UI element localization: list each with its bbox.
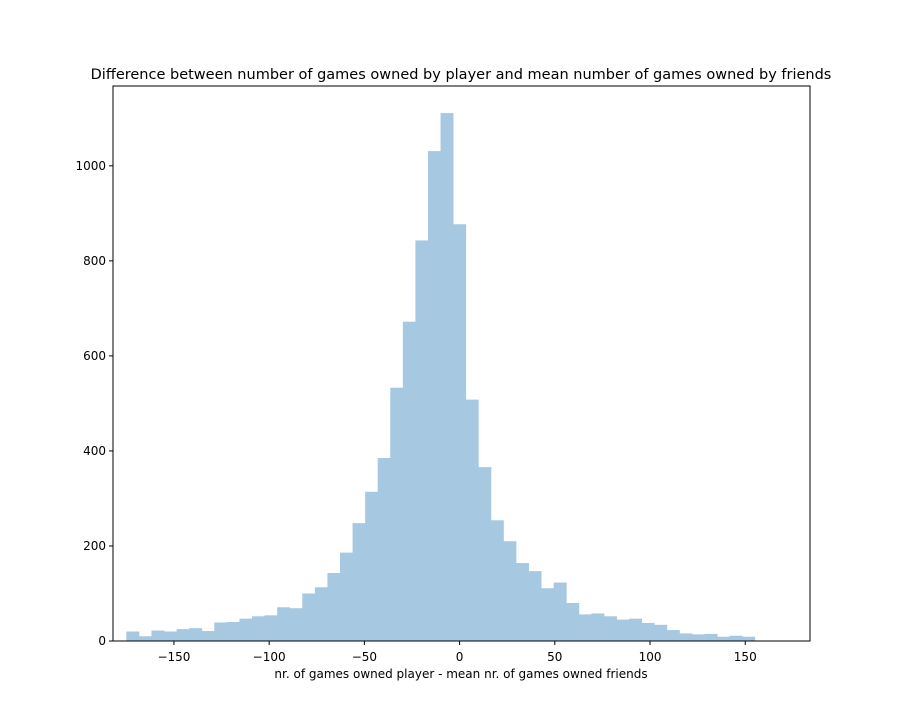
histogram-bar [541,588,555,641]
histogram-bar [415,240,429,641]
histogram-bar [566,602,580,641]
histogram-bar [352,523,366,641]
histogram-bar [465,399,479,641]
histogram-bar [340,552,353,641]
x-tick-label: 50 [547,650,562,664]
y-tick-label: 800 [83,254,106,268]
histogram-bar [654,624,668,641]
histogram-bar [365,491,379,641]
y-tick-label: 0 [98,634,106,648]
y-axis-ticks: 0 200 400 600 800 1000 [75,159,113,648]
y-tick-label: 1000 [75,159,106,173]
x-axis-label: nr. of games owned player - mean nr. of … [274,667,647,681]
histogram-bar [189,628,203,641]
histogram-bar [490,520,504,641]
histogram-bar [666,630,680,641]
y-tick-label: 200 [83,539,106,553]
histogram-bar [629,618,643,641]
histogram-bar [704,633,718,641]
histogram-bar [578,614,592,641]
histogram-bar [252,616,265,641]
histogram-bar [440,113,454,641]
histogram-bar [289,608,303,641]
histogram-bar [717,636,731,641]
histogram-bar [603,616,617,641]
histogram-bar [201,631,215,641]
x-tick-label: −50 [352,650,377,664]
x-axis-ticks: −150 −100 −50 0 50 100 150 [157,641,757,664]
histogram-bar [453,224,467,641]
histogram-bar [327,573,341,641]
histogram-bar [176,629,190,641]
histogram-bar [214,622,228,641]
x-tick-label: 150 [734,650,757,664]
histogram-bar [390,387,404,641]
histogram-bar [691,634,705,641]
histogram-bar [377,458,391,641]
histogram-bar [151,630,165,641]
histogram-bars [126,113,756,642]
histogram-bar [503,541,517,641]
chart-title: Difference between number of games owned… [91,67,832,83]
histogram-bar [478,467,492,641]
histogram-bar [515,563,529,641]
x-tick-label: −150 [157,650,190,664]
histogram-bar [553,582,567,641]
y-tick-label: 600 [83,349,106,363]
histogram-bar [679,633,693,641]
histogram-bar [138,636,152,641]
y-tick-label: 400 [83,444,106,458]
histogram-bar [126,631,140,641]
histogram-bar [591,613,605,641]
x-tick-label: −100 [253,650,286,664]
histogram-bar [277,607,291,641]
histogram-bar [742,636,756,641]
histogram-bar [314,587,328,641]
x-tick-label: 0 [456,650,464,664]
plot-frame [112,85,811,642]
histogram-bar [226,621,240,641]
histogram-bar [264,615,278,641]
x-tick-label: 100 [639,650,662,664]
histogram-bar [616,619,630,641]
histogram-bar [641,622,655,641]
histogram-bar [239,618,253,641]
histogram-bar [528,571,542,641]
histogram-bar [427,151,441,642]
histogram-bar [164,631,178,641]
histogram-bar [302,593,316,641]
histogram-bar [729,635,743,641]
histogram-bar [402,321,416,641]
